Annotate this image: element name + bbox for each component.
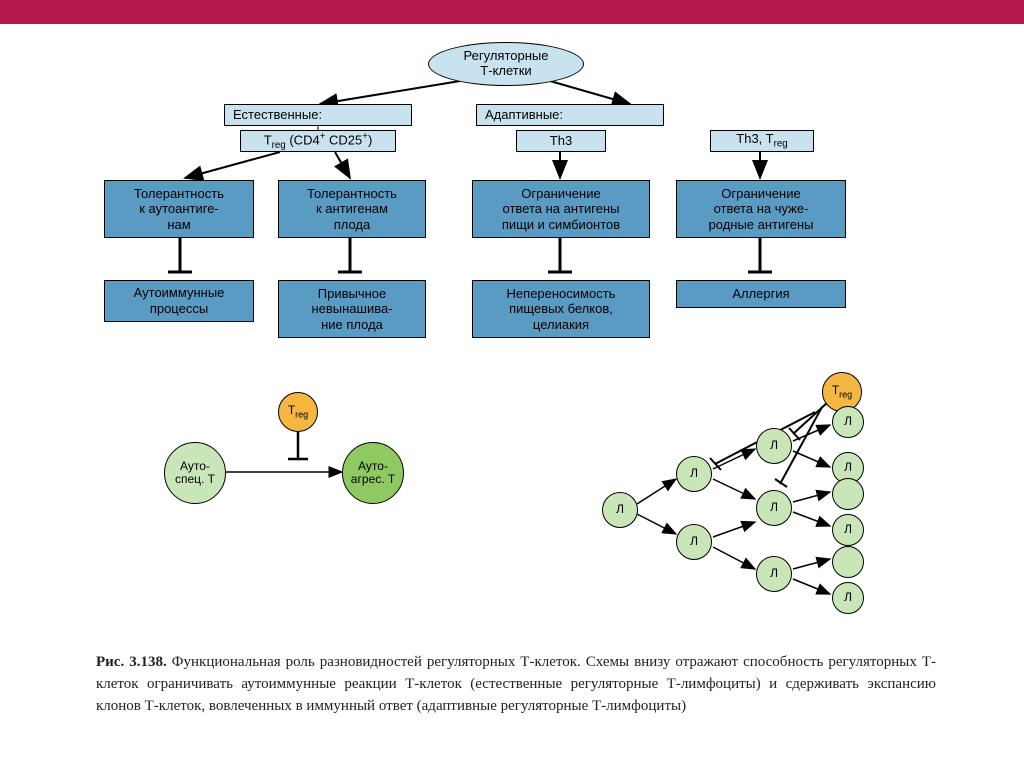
mini2-node-l2a: Л: [756, 428, 792, 464]
figure-caption: Рис. 3.138. Функциональная роль разновид…: [96, 652, 936, 717]
natural-header: Естественные:: [224, 104, 412, 126]
mid-box-2-text: Толерантностьк антигенамплода: [307, 186, 397, 233]
mid-box-3: Ограничениеответа на антигеныпищи и симб…: [472, 180, 650, 238]
adaptive-header: Адаптивные:: [476, 104, 664, 126]
adaptive-header-text: Адаптивные:: [485, 107, 563, 123]
bottom-box-1-text: Аутоиммунныепроцессы: [134, 285, 225, 316]
mid-box-4-text: Ограничениеответа на чуже-родные антиген…: [709, 186, 814, 233]
mini2-node-l3c: [832, 478, 864, 510]
diagram-container: РегуляторныеТ-клетки Естественные: Treg …: [0, 24, 1024, 767]
mini1-left-text: Ауто-спец. Т: [175, 460, 215, 486]
mini2-node-l0: Л: [602, 492, 638, 528]
adaptive-sub-right: Th3, Treg: [710, 130, 814, 152]
bottom-box-2: Привычноеневынашива-ние плода: [278, 280, 426, 338]
mini1-left: Ауто-спец. Т: [164, 442, 226, 504]
adaptive-sub-right-text: Th3, Treg: [736, 131, 787, 150]
mini1-right: Ауто-агрес. Т: [342, 442, 404, 504]
mini2-node-l2b: Л: [756, 490, 792, 526]
bottom-box-3: Непереносимостьпищевых белков,целиакия: [472, 280, 650, 338]
mid-box-4: Ограничениеответа на чуже-родные антиген…: [676, 180, 846, 238]
mid-box-3-text: Ограничениеответа на антигеныпищи и симб…: [502, 186, 620, 233]
natural-sub: Treg (CD4+ CD25+): [240, 130, 396, 152]
mid-box-2: Толерантностьк антигенамплода: [278, 180, 426, 238]
natural-header-text: Естественные:: [233, 107, 322, 123]
mini1-right-text: Ауто-агрес. Т: [351, 460, 395, 486]
mini2-node-l1a: Л: [676, 456, 712, 492]
mini2-node-l3d: Л: [832, 514, 864, 546]
bottom-box-2-text: Привычноеневынашива-ние плода: [311, 286, 392, 333]
mini2-node-l3a: Л: [832, 406, 864, 438]
adaptive-sub-left-text: Th3: [550, 133, 572, 149]
mid-box-1: Толерантностьк аутоантиге-нам: [104, 180, 254, 238]
mini1-treg-text: Treg: [288, 404, 308, 420]
root-ellipse: РегуляторныеТ-клетки: [428, 42, 584, 86]
natural-sub-text: Treg (CD4+ CD25+): [264, 131, 373, 152]
mini2-treg-text: Treg: [832, 384, 852, 400]
mini2-node-l3f: Л: [832, 582, 864, 614]
mid-box-1-text: Толерантностьк аутоантиге-нам: [134, 186, 224, 233]
root-text: РегуляторныеТ-клетки: [464, 49, 549, 79]
top-bar: [0, 0, 1024, 24]
bottom-box-4-text: Аллергия: [732, 286, 789, 302]
caption-text: Функциональная роль разновидностей регул…: [96, 654, 936, 714]
mini2-node-l2c: Л: [756, 556, 792, 592]
adaptive-sub-left: Th3: [516, 130, 606, 152]
bottom-box-4: Аллергия: [676, 280, 846, 308]
mini2-node-l1b: Л: [676, 524, 712, 560]
bottom-box-3-text: Непереносимостьпищевых белков,целиакия: [507, 286, 616, 333]
figure-number: Рис. 3.138.: [96, 654, 167, 670]
mini2-node-l3e: [832, 546, 864, 578]
mini1-treg: Treg: [278, 392, 318, 432]
bottom-box-1: Аутоиммунныепроцессы: [104, 280, 254, 322]
